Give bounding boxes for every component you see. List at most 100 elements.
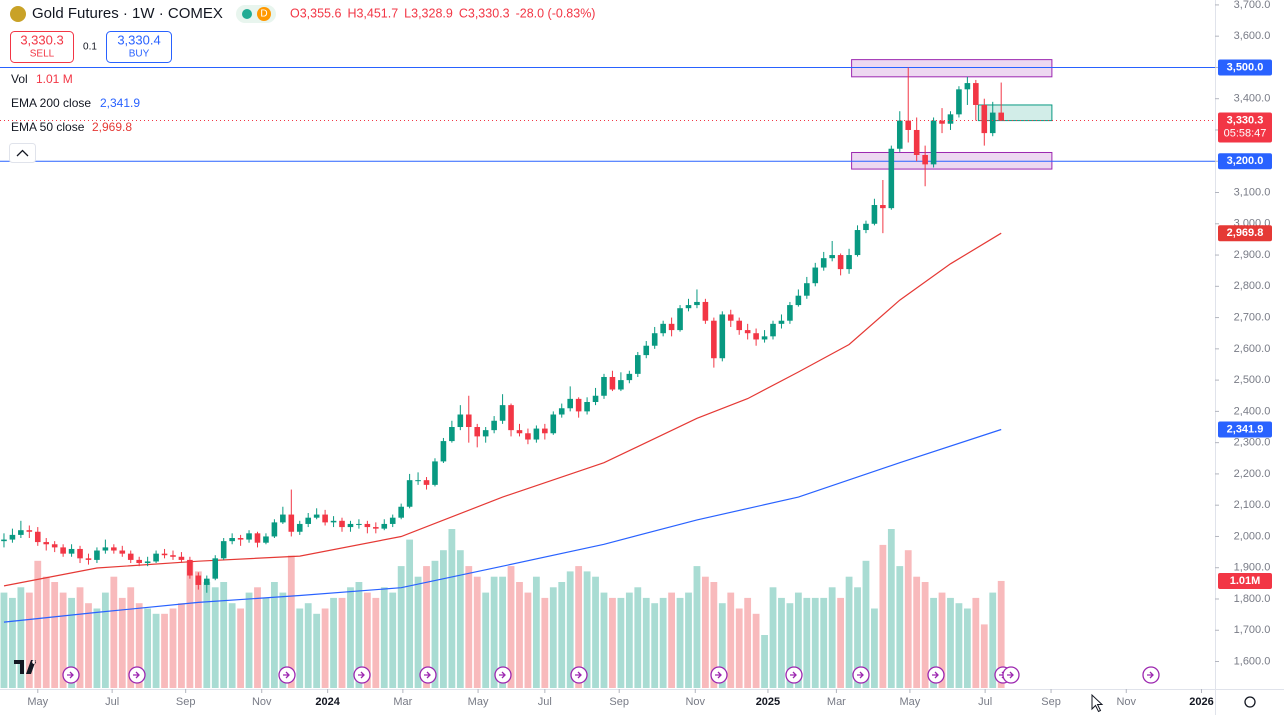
last-price-box (1218, 112, 1272, 143)
candle-body (85, 558, 92, 560)
candle-body (778, 320, 785, 324)
volume-bar (634, 587, 642, 688)
candle-body (685, 305, 692, 309)
candle-body (187, 559, 193, 576)
candle-body (609, 376, 616, 390)
volume-bar (186, 560, 194, 688)
volume-bar (25, 592, 33, 688)
candle-body (643, 345, 650, 356)
candle-body (474, 427, 481, 437)
event-arrow (932, 671, 939, 679)
volume-bar (575, 566, 583, 688)
volume-bar (313, 613, 321, 688)
volume-bar (473, 576, 481, 688)
candle-body (26, 530, 33, 532)
volume-bar (380, 587, 388, 688)
candle-body (558, 408, 565, 415)
volume-bar (448, 529, 456, 688)
volume-bar (786, 603, 794, 688)
x-tick-label: May (900, 696, 921, 708)
event-arrow (1147, 671, 1154, 679)
volume-bar (566, 571, 574, 688)
candle-body (373, 527, 379, 529)
candle-body (482, 430, 489, 437)
volume-bar (262, 597, 270, 688)
candle-body (812, 267, 819, 284)
indicator-legend-value: 2,341.9 (100, 96, 140, 110)
symbol-icon[interactable] (10, 6, 26, 22)
volume-bar (524, 592, 532, 688)
volume-bar (592, 576, 599, 688)
volume-bar (904, 550, 912, 688)
x-tick-label: Sep (176, 696, 196, 708)
ohlc-value: H3,451.7 (347, 6, 398, 20)
candle-body (744, 330, 751, 334)
volume-bar (896, 566, 904, 688)
volume-bar (304, 603, 312, 688)
volume-bar (330, 597, 337, 688)
candle-body (51, 544, 58, 548)
volume-bar (490, 576, 498, 688)
y-tick-label: 2,700.0 (1234, 311, 1271, 323)
volume-bar (482, 592, 490, 688)
candle-body (947, 114, 954, 124)
volume-bar (414, 576, 422, 688)
candle-body (153, 553, 159, 562)
volume-bar (617, 597, 625, 688)
event-arrow (1007, 671, 1014, 679)
volume-bar (980, 624, 988, 688)
x-tick-label: Sep (609, 696, 629, 708)
volume-bar (110, 576, 118, 688)
x-tick-label: 2026 (1189, 696, 1213, 708)
volume-bar (271, 582, 278, 688)
candle-body (567, 398, 573, 409)
candle-body (584, 402, 590, 412)
badge-circle (257, 7, 271, 21)
volume-bar (837, 597, 845, 688)
event-arrow (67, 671, 74, 679)
x-tick-label: May (468, 696, 489, 708)
candle-body (981, 104, 988, 134)
candle-body (719, 314, 726, 359)
volume-bar (558, 582, 566, 688)
candle-body (161, 553, 168, 556)
candle-body (263, 536, 269, 543)
chart-title[interactable]: Gold Futures · 1W · COMEX (32, 5, 223, 22)
candle-body (491, 420, 497, 431)
volume-bar (161, 613, 168, 688)
volume-bar (516, 582, 523, 688)
y-tick-label: 2,400.0 (1234, 405, 1271, 417)
volume-bar (930, 597, 937, 688)
candle-body (195, 575, 202, 585)
candle-body (871, 205, 878, 224)
candle-body (381, 523, 388, 529)
candle-body (313, 514, 320, 518)
zone (977, 104, 1053, 122)
settings-button[interactable] (1244, 696, 1256, 708)
volume-bar (389, 592, 397, 688)
candle-body (787, 305, 793, 321)
sell-button[interactable] (10, 31, 74, 63)
buy-button[interactable] (106, 31, 172, 63)
candle-body (711, 320, 717, 359)
candle-body (170, 555, 176, 557)
logo-mark (14, 660, 37, 674)
level-label: 3,500.0 (1227, 61, 1264, 73)
volume-bar (499, 576, 506, 688)
candle-body (111, 547, 117, 551)
collapse-icon (16, 149, 29, 157)
sell-label: SELL (30, 49, 55, 60)
event-arrow (575, 671, 582, 679)
candle-body (668, 323, 675, 331)
candle-body (102, 547, 109, 551)
ohlc-value: C3,330.3 (459, 6, 510, 20)
buy-price: 3,330.4 (117, 32, 160, 47)
candle-body (592, 395, 599, 403)
level-label-box (1218, 59, 1272, 76)
indicator-label-box (1218, 225, 1272, 242)
volume-bar (989, 592, 997, 688)
collapse-button[interactable] (9, 143, 36, 163)
candle-body (212, 558, 219, 579)
candle-body (347, 523, 354, 528)
candle-body (998, 112, 1004, 121)
